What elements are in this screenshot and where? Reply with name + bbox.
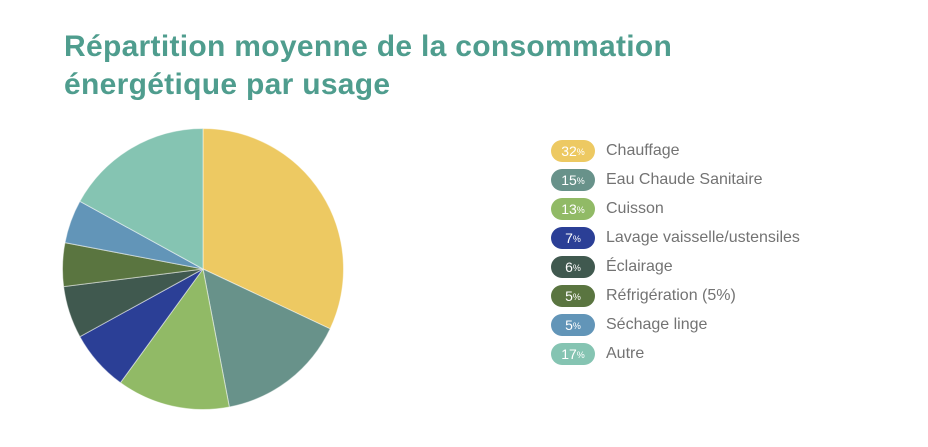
pie-slice-3[interactable] <box>119 267 230 410</box>
percent-sign: % <box>572 263 581 273</box>
legend-value-number: 32 <box>561 143 577 159</box>
legend-item-3[interactable]: 13% Cuisson <box>551 198 800 220</box>
legend-value-number: 15 <box>561 172 577 188</box>
pie-slice-8[interactable] <box>79 127 204 270</box>
pie-slice-1[interactable] <box>202 127 344 330</box>
legend-label: Eau Chaude Sanitaire <box>606 171 763 188</box>
legend-value-number: 5 <box>565 317 573 333</box>
legend-value-badge: 6% <box>551 256 595 278</box>
legend-value-number: 6 <box>565 259 573 275</box>
legend-value-badge: 32% <box>551 140 595 162</box>
legend-value-number: 7 <box>565 230 573 246</box>
legend: 32% Chauffage 15% Eau Chaude Sanitaire 13% Cu… <box>551 140 800 365</box>
legend-value-number: 17 <box>561 346 577 362</box>
legend-item-6[interactable]: 5% Réfrigération (5%) <box>551 285 800 307</box>
legend-value-badge: 7% <box>551 227 595 249</box>
percent-sign: % <box>576 350 585 360</box>
legend-value-badge: 5% <box>551 314 595 336</box>
chart-title: Répartition moyenne de la consommation é… <box>64 28 672 104</box>
legend-value-badge: 5% <box>551 285 595 307</box>
legend-label: Réfrigération (5%) <box>606 287 736 304</box>
legend-value-number: 13 <box>561 201 577 217</box>
pie-chart <box>62 127 344 410</box>
legend-value-badge: 15% <box>551 169 595 191</box>
legend-label: Éclairage <box>606 258 673 275</box>
percent-sign: % <box>576 205 585 215</box>
legend-item-4[interactable]: 7% Lavage vaisselle/ustensiles <box>551 227 800 249</box>
legend-item-5[interactable]: 6% Éclairage <box>551 256 800 278</box>
legend-item-7[interactable]: 5% Séchage linge <box>551 314 800 336</box>
legend-label: Lavage vaisselle/ustensiles <box>606 229 800 246</box>
legend-label: Cuisson <box>606 200 664 217</box>
legend-label: Chauffage <box>606 142 680 159</box>
legend-item-8[interactable]: 17% Autre <box>551 343 800 365</box>
pie-slice-2[interactable] <box>202 268 331 408</box>
pie-chart-svg <box>62 127 344 410</box>
percent-sign: % <box>576 147 585 157</box>
chart-title-line-2: énergétique par usage <box>64 68 391 102</box>
legend-value-number: 5 <box>565 288 573 304</box>
legend-label: Autre <box>606 345 645 362</box>
percent-sign: % <box>572 292 581 302</box>
legend-item-1[interactable]: 32% Chauffage <box>551 140 800 162</box>
percent-sign: % <box>572 234 581 244</box>
legend-value-badge: 17% <box>551 343 595 365</box>
legend-label: Séchage linge <box>606 316 708 333</box>
chart-title-line-1: Répartition moyenne de la consommation <box>64 30 673 64</box>
percent-sign: % <box>572 321 581 331</box>
percent-sign: % <box>576 176 585 186</box>
legend-item-2[interactable]: 15% Eau Chaude Sanitaire <box>551 169 800 191</box>
legend-value-badge: 13% <box>551 198 595 220</box>
